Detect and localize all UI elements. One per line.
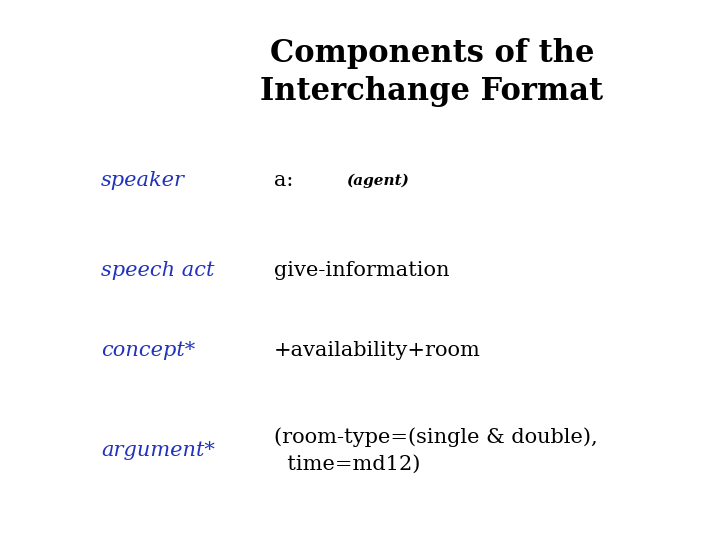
Text: speaker: speaker <box>101 171 185 191</box>
Text: a:: a: <box>274 171 293 191</box>
Text: Components of the
Interchange Format: Components of the Interchange Format <box>261 38 603 107</box>
Text: (agent): (agent) <box>346 174 408 188</box>
Text: concept*: concept* <box>101 341 195 361</box>
Text: +availability+room: +availability+room <box>274 341 480 361</box>
Text: give-information: give-information <box>274 260 449 280</box>
Text: argument*: argument* <box>101 441 215 461</box>
Text: (room-type=(single & double),
  time=md12): (room-type=(single & double), time=md12) <box>274 428 597 474</box>
Text: speech act: speech act <box>101 260 214 280</box>
